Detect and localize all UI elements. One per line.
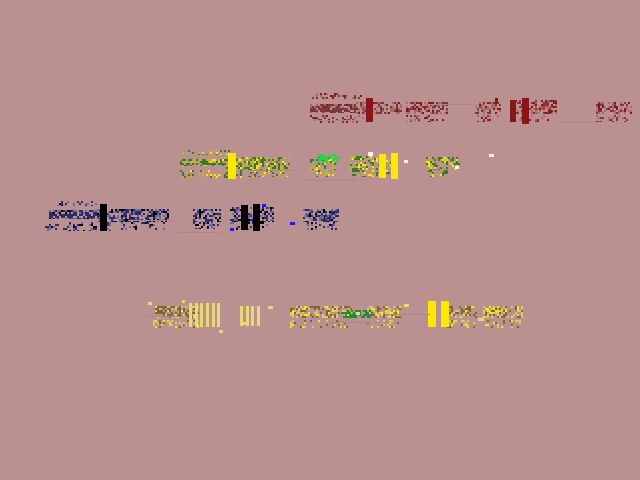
seg-1j: [515, 115, 553, 122]
seg-4j: [483, 320, 521, 328]
faint-line-1: [430, 104, 478, 105]
seg-3l: [303, 222, 337, 230]
faint-line-3: [248, 170, 294, 171]
speck-1: [148, 302, 152, 305]
seg-3j: [230, 222, 270, 230]
faint-line-7: [330, 322, 390, 323]
bar-4-2: [441, 301, 449, 327]
speck-15: [542, 106, 545, 109]
seg-2h: [310, 170, 336, 177]
seg-2l: [426, 170, 458, 177]
seg-4i: [483, 306, 523, 318]
band-2: [180, 148, 460, 182]
green-red-glyph-cluster: [341, 310, 371, 318]
seg-3f: [121, 222, 165, 230]
seg-1g: [475, 102, 501, 114]
seg-4f: [367, 320, 399, 328]
speck-17: [290, 222, 295, 225]
seg-4h: [445, 320, 475, 328]
seg-4g: [445, 306, 477, 318]
seg-1i: [515, 100, 557, 114]
speck-10: [404, 160, 408, 163]
seg-1k: [596, 102, 632, 114]
faint-line-9: [145, 316, 185, 317]
bar-4-1: [428, 301, 436, 327]
seg-2e: [244, 157, 290, 170]
seg-1e: [406, 102, 448, 114]
seg-1f: [406, 115, 446, 122]
seg-2a: [180, 159, 224, 166]
bar-2-1: [228, 153, 236, 179]
speck-13: [495, 98, 498, 102]
seg-3b: [55, 201, 99, 206]
seg-3g: [193, 209, 221, 222]
speck-9: [489, 154, 494, 157]
bar-3-2: [241, 205, 248, 230]
faint-line-8: [386, 314, 430, 315]
bar-3-1: [100, 204, 107, 231]
speck-3: [268, 306, 273, 309]
seg-1b: [310, 93, 362, 99]
bar-1-2: [510, 100, 516, 122]
seg-3i: [230, 207, 274, 222]
seg-3a: [49, 210, 101, 219]
seg-1a: [310, 104, 356, 113]
bar-2-2: [379, 154, 386, 178]
speck-16: [262, 204, 266, 207]
seg-1c: [356, 102, 402, 114]
seg-4b: [153, 320, 201, 328]
seg-4a: [155, 306, 199, 318]
speck-11: [368, 152, 373, 156]
speck-18: [230, 228, 234, 231]
speck-7: [219, 330, 223, 333]
speck-19: [320, 216, 324, 219]
stripe-group-a: [189, 303, 223, 327]
seg-4e: [367, 306, 401, 318]
speck-2: [182, 300, 185, 303]
speck-8: [241, 322, 246, 325]
seg-2f: [244, 170, 288, 177]
speck-4: [356, 312, 360, 315]
bar-3-3: [253, 204, 260, 231]
bar-1-1: [366, 98, 373, 122]
faint-line-5: [128, 220, 176, 221]
faint-line-10: [556, 122, 592, 123]
band-4: [145, 298, 523, 334]
speck-12: [455, 166, 459, 169]
seg-4d: [290, 320, 348, 328]
speck-14: [548, 110, 552, 113]
speck-6: [478, 318, 484, 321]
band-3: [45, 198, 339, 236]
seg-1h: [475, 115, 499, 122]
faint-line-6: [178, 232, 220, 233]
faint-line-2: [318, 120, 358, 121]
stripe-group-b: [240, 306, 262, 326]
faint-line-4: [300, 180, 356, 181]
seg-1l: [596, 115, 630, 122]
seg-2b: [182, 150, 230, 155]
bar-2-3: [391, 153, 398, 179]
bar-1-3: [522, 98, 529, 124]
band-1: [310, 92, 632, 126]
speck-5: [404, 304, 409, 307]
seg-1d: [310, 115, 372, 123]
seg-3h: [193, 222, 219, 229]
seg-3k: [303, 209, 339, 222]
green-glyph-cluster: [318, 154, 340, 163]
seg-2i: [350, 156, 394, 170]
